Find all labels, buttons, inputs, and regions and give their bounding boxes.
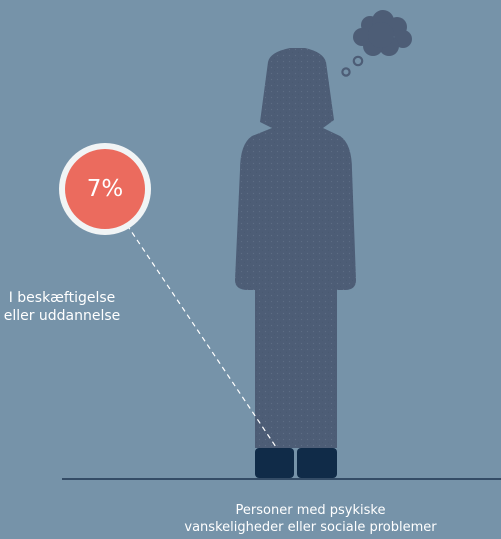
thought-bubble-small: [341, 67, 351, 77]
caption-line1: Personer med psykiske: [235, 503, 386, 518]
badge-value: 7%: [86, 176, 124, 202]
right-shoe: [297, 448, 337, 478]
stat-label-line1: I beskæftigelse: [8, 290, 116, 306]
person-figure-icon: [235, 48, 356, 478]
stat-label-line2: eller uddannelse: [3, 308, 121, 324]
left-shoe: [255, 448, 294, 478]
stat-label: I beskæftigelse eller uddannelse: [0, 289, 124, 325]
figure-texture: [235, 48, 356, 448]
thought-cloud-icon: [341, 10, 412, 77]
percentage-badge: [59, 143, 151, 235]
thought-bubble-medium: [352, 55, 364, 67]
caption-line2: vanskeligheder eller sociale problemer: [184, 520, 437, 535]
caption: Personer med psykiske vanskeligheder ell…: [120, 502, 501, 536]
